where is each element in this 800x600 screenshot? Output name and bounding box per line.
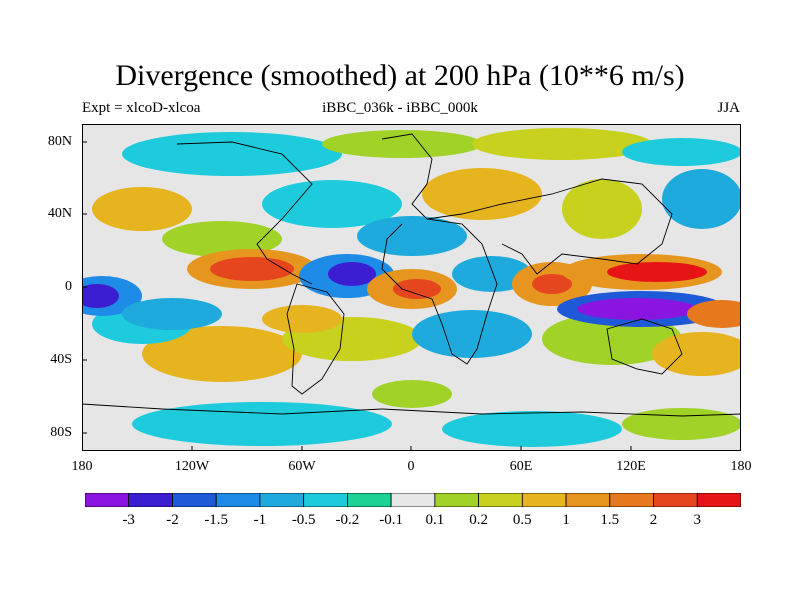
colorbar-label: -1.5 bbox=[204, 512, 229, 528]
colorbar-label: 1.5 bbox=[600, 512, 620, 528]
y-tick-label: 0 bbox=[65, 279, 72, 294]
colorbar-swatch bbox=[215, 493, 261, 507]
experiment-label: Expt = xlcoD-xlcoa bbox=[82, 100, 201, 116]
plot-title: Divergence (smoothed) at 200 hPa (10**6 … bbox=[115, 59, 685, 92]
axis-ticks bbox=[82, 141, 632, 451]
x-tick-label: 180 bbox=[71, 459, 93, 474]
colorbar-swatch bbox=[521, 493, 567, 507]
colorbar-label: 1 bbox=[562, 512, 570, 528]
colorbar-swatch bbox=[128, 493, 173, 507]
colorbar-label: -0.1 bbox=[379, 512, 403, 528]
colorbar-swatch bbox=[303, 493, 348, 507]
colorbar-swatch bbox=[259, 493, 305, 507]
y-tick-label: 40S bbox=[50, 352, 72, 367]
colorbar-label: -1 bbox=[253, 512, 267, 528]
coastlines bbox=[82, 133, 741, 417]
y-tick-label: 80S bbox=[50, 425, 72, 440]
comparison-label: iBBC_036k - iBBC_000k bbox=[322, 100, 478, 116]
divergence-map bbox=[82, 124, 741, 451]
season-label: JJA bbox=[717, 100, 740, 116]
colorbar-swatch bbox=[696, 493, 741, 507]
field-background-bands bbox=[92, 128, 741, 447]
colorbar-label: -0.5 bbox=[291, 512, 316, 528]
colorbar-swatch bbox=[346, 493, 392, 507]
colorbar-swatch bbox=[609, 493, 654, 507]
colorbar-label: 0.2 bbox=[469, 512, 488, 528]
colorbar-label: -3 bbox=[122, 512, 135, 528]
colorbar-swatch bbox=[565, 493, 611, 507]
colorbar-label: -2 bbox=[166, 512, 179, 528]
colorbar-label: 3 bbox=[693, 512, 702, 528]
colorbar-swatch bbox=[390, 493, 436, 507]
x-tick-label: 120E bbox=[616, 459, 646, 474]
x-tick-label: 180 bbox=[730, 459, 752, 474]
field-tropical-features bbox=[82, 249, 741, 333]
colorbar-label: 0.1 bbox=[425, 512, 445, 528]
x-tick-label: 120W bbox=[174, 459, 210, 474]
x-tick-label: 60E bbox=[509, 459, 533, 474]
colorbar-swatch bbox=[85, 493, 130, 507]
colorbar-swatch bbox=[172, 493, 217, 507]
colorbar bbox=[85, 493, 741, 507]
x-tick-label: 0 bbox=[407, 459, 415, 474]
y-tick-label: 40N bbox=[47, 206, 72, 221]
colorbar-label: 0.5 bbox=[512, 512, 532, 528]
colorbar-swatch bbox=[478, 493, 523, 507]
colorbar-label: -0.2 bbox=[335, 512, 360, 528]
x-tick-label: 60W bbox=[288, 459, 316, 474]
colorbar-swatch bbox=[434, 493, 479, 507]
colorbar-label: 2 bbox=[649, 512, 658, 528]
y-tick-label: 80N bbox=[47, 134, 72, 149]
colorbar-swatch bbox=[653, 493, 698, 507]
